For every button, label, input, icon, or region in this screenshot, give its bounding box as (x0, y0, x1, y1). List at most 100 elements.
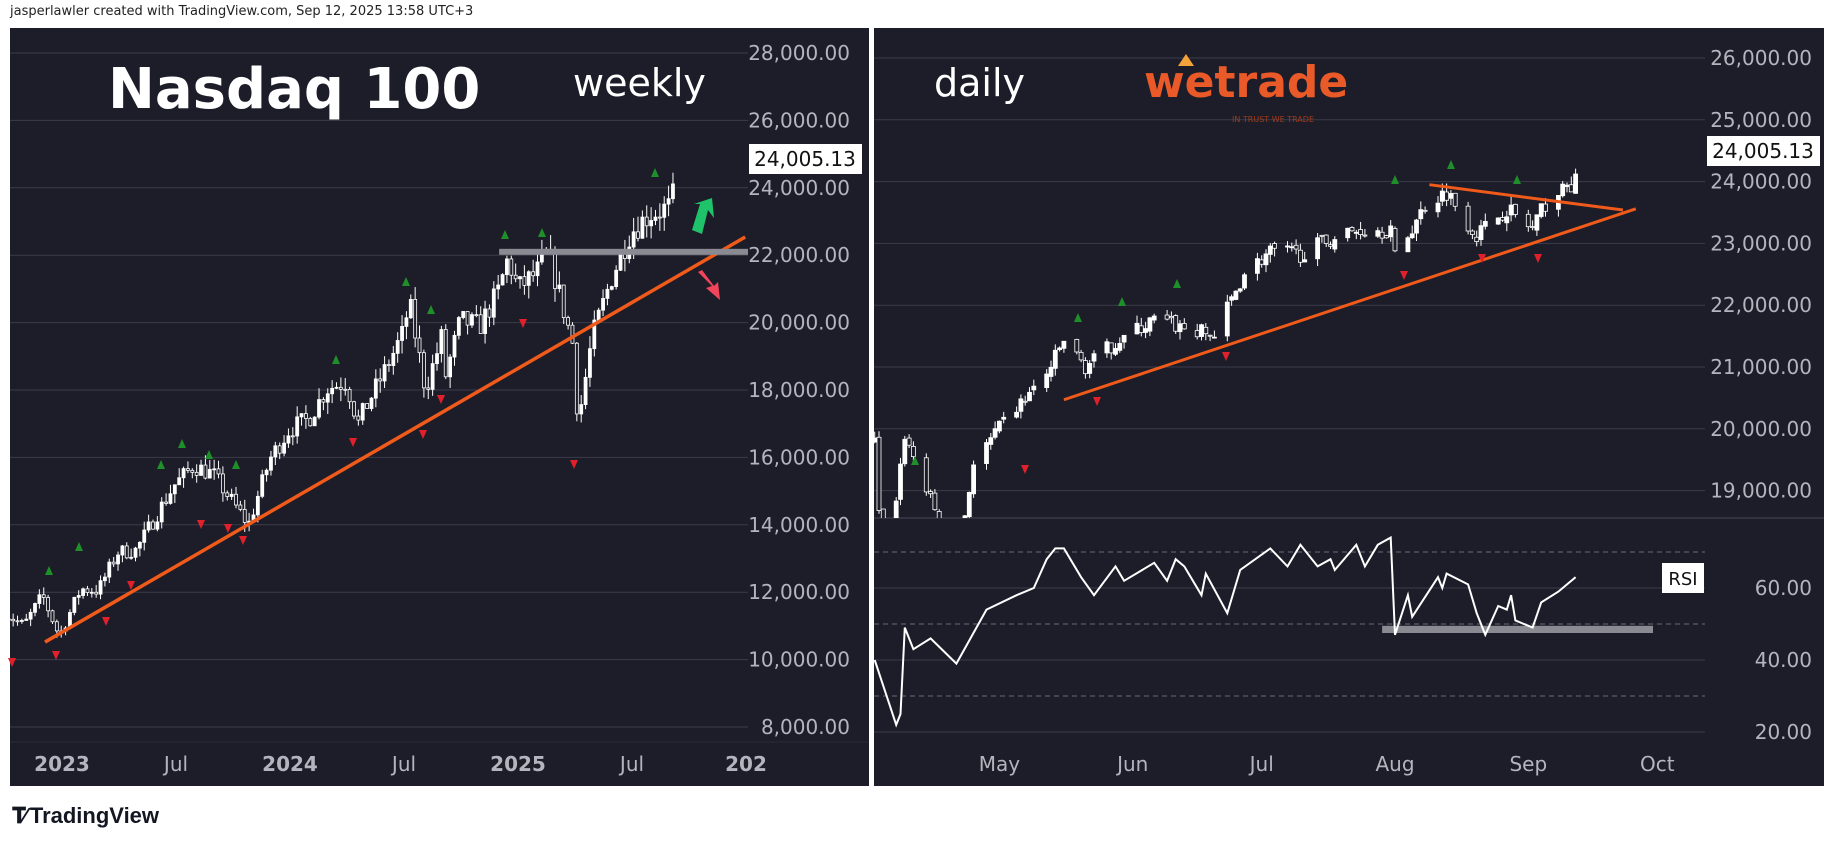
price-axis-label: 19,000.00 (1710, 479, 1812, 503)
pivot-high-icon (1447, 160, 1455, 169)
daily-candle (1164, 314, 1170, 320)
weekly-candle (186, 468, 190, 471)
weekly-candle (566, 317, 570, 326)
tradingview-footer-logo[interactable]: 𝐓∕ TradingView (12, 803, 159, 829)
weekly-candle (234, 493, 238, 506)
weekly-candle (269, 456, 273, 471)
price-axis-label: 26,000.00 (1710, 46, 1812, 70)
time-axis-label: Jul (618, 752, 644, 776)
daily-candle (1298, 249, 1303, 263)
weekly-candle (553, 249, 557, 289)
pivot-low-icon (102, 617, 110, 626)
pivot-low-icon (437, 395, 445, 404)
daily-candle (1530, 226, 1535, 229)
weekly-candle (509, 258, 514, 276)
weekly-candle (653, 216, 658, 221)
time-axis-label: Jul (1248, 752, 1274, 776)
daily-candle (911, 446, 916, 458)
pivot-high-icon (1173, 279, 1181, 288)
weekly-candle (334, 386, 339, 389)
daily-candle (962, 515, 968, 518)
weekly-chart[interactable]: 28,000.00 26,000.00 24,000.00 22,000.00 20,0… (3, 41, 869, 776)
weekly-candle (76, 595, 81, 598)
weekly-candle (325, 393, 330, 403)
weekly-candle (181, 468, 186, 479)
weekly-candle (360, 403, 365, 421)
daily-candle (1452, 192, 1458, 207)
pivot-low-icon (349, 438, 357, 447)
weekly-candle (164, 501, 168, 504)
weekly-candle (321, 399, 326, 403)
weekly-candle (583, 376, 588, 405)
rsi-badge (1662, 563, 1704, 593)
daily-candle (1353, 231, 1359, 234)
daily-candle (1508, 204, 1514, 216)
daily-candle (1534, 214, 1540, 231)
last-price-value: 24,005.13 (1712, 139, 1814, 163)
daily-candle (1057, 347, 1062, 351)
weekly-candle (535, 261, 540, 277)
daily-candle (1203, 326, 1209, 335)
pivot-low-icon (239, 536, 247, 545)
daily-candle (1495, 217, 1501, 225)
time-axis-label: Aug (1375, 752, 1414, 776)
weekly-candle (570, 324, 575, 344)
daily-candle (1293, 244, 1299, 250)
pivot-high-icon (157, 460, 165, 469)
daily-candle (1044, 373, 1050, 388)
weekly-candle (229, 493, 234, 497)
price-axis-label: 10,000.00 (748, 648, 850, 672)
weekly-candle (513, 274, 518, 280)
weekly-candle (216, 468, 221, 475)
daily-candle (1091, 353, 1097, 362)
weekly-candle (588, 348, 592, 378)
daily-candle (1392, 228, 1398, 252)
pivot-low-icon (224, 524, 232, 533)
daily-candle (1405, 237, 1411, 253)
weekly-candle (369, 397, 374, 409)
resistance-trendline (1429, 183, 1624, 212)
daily-candle (1482, 220, 1488, 227)
pivot-high-icon (75, 542, 83, 551)
daily-candle (893, 500, 899, 518)
support-trendline (1063, 207, 1637, 402)
weekly-candle (561, 284, 566, 319)
daily-chart[interactable]: 26,000.00 25,000.00 24,000.00 23,000.00 22,0… (873, 46, 1824, 776)
daily-timeframe-label: daily (934, 61, 1025, 105)
daily-candle (1074, 339, 1080, 353)
daily-candle (984, 442, 989, 464)
last-price-badge (749, 144, 862, 174)
daily-candle (1422, 209, 1428, 212)
daily-candle (1289, 246, 1295, 249)
daily-candle (1272, 243, 1277, 249)
daily-candle (1199, 324, 1204, 337)
weekly-candle (33, 603, 37, 613)
weekly-candle (116, 554, 120, 565)
pivot-high-icon (178, 439, 186, 448)
daily-candle (1113, 348, 1118, 355)
pivot-low-icon (1400, 271, 1408, 280)
weekly-candle (465, 311, 470, 326)
weekly-candle (151, 521, 155, 530)
weekly-candle (557, 284, 562, 289)
daily-candle (1349, 227, 1355, 232)
weekly-candle (24, 618, 29, 621)
weekly-candle (304, 413, 308, 419)
weekly-candle (146, 521, 151, 531)
daily-candle (1409, 233, 1415, 239)
daily-candle (1358, 229, 1363, 235)
weekly-candle (609, 286, 614, 290)
weekly-candle (168, 493, 173, 504)
weekly-candle (159, 501, 164, 523)
weekly-candle (299, 413, 304, 418)
daily-candle (1255, 258, 1260, 274)
daily-candle (1194, 330, 1200, 338)
pivot-low-icon (1021, 465, 1029, 474)
price-axis-label: 21,000.00 (1710, 355, 1812, 379)
pivot-high-icon (205, 450, 213, 459)
weekly-candle (426, 387, 431, 390)
daily-candle (1388, 225, 1394, 238)
weekly-candle (242, 509, 247, 523)
daily-candle (1414, 219, 1419, 234)
